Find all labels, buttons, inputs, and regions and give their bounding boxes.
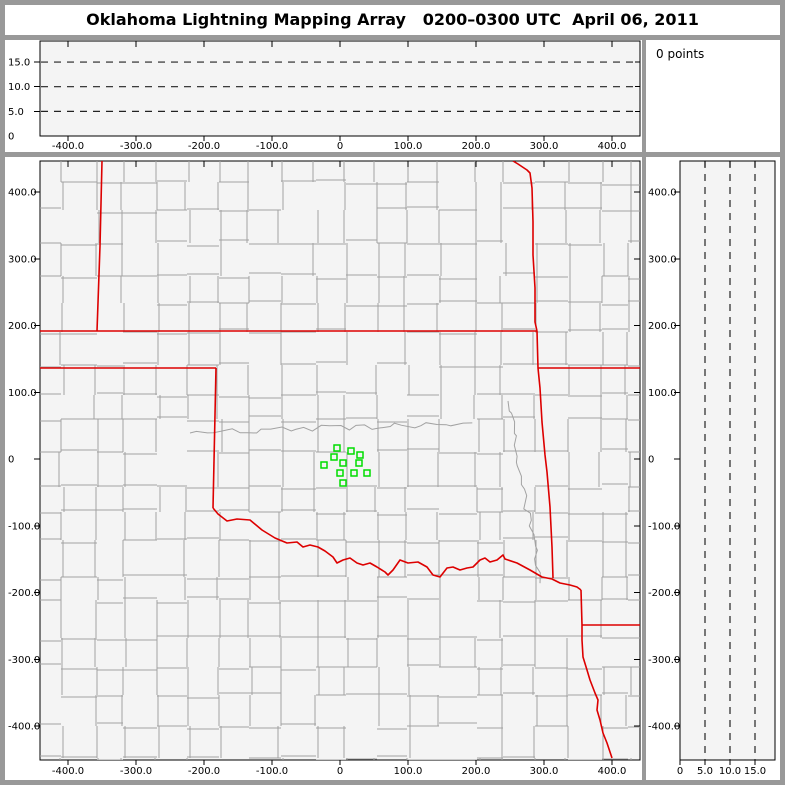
tick-label: -100.0 (256, 766, 288, 777)
points-count-panel: 0 points (646, 40, 780, 152)
tick-label: -400.0 (648, 722, 680, 733)
lma-station-marker (333, 444, 341, 452)
tick-label: -400.0 (52, 141, 84, 152)
tick-label: 100.0 (394, 766, 423, 777)
tick-label: 5.0 (8, 107, 24, 118)
tick-label: 0 (337, 766, 343, 777)
lma-station-marker (339, 479, 347, 487)
county-lines (40, 161, 640, 760)
tick-label: -100.0 (648, 521, 680, 532)
plan-view-map-panel: 400.0 300.0 200.0 100.0 0 -100.0 -200.0 -300.0 -… (5, 157, 642, 780)
axis-labels: 400.0 300.0 200.0 100.0 0 -100.0 -200.0 -300.0 -… (8, 188, 626, 778)
tick-label: -200.0 (648, 588, 680, 599)
tick-label: -300.0 (120, 141, 152, 152)
tick-label: -100.0 (256, 141, 288, 152)
tick-label: 400.0 (598, 141, 627, 152)
tick-label: 100.0 (394, 141, 423, 152)
tick-label: -200.0 (188, 766, 220, 777)
lma-station-marker (336, 469, 344, 477)
altitude-east-west-panel: 0 5.0 10.0 15.0 -400.0 -300.0 -200.0 -100.0 0 100… (5, 40, 642, 152)
tick-label: 300.0 (530, 141, 559, 152)
tick-label: -200.0 (188, 141, 220, 152)
tick-label: 100.0 (648, 388, 677, 399)
window-title: Oklahoma Lightning Mapping Array 0200–03… (86, 10, 699, 29)
tick-label: 200.0 (462, 141, 491, 152)
axis-ticks (34, 41, 640, 141)
tick-label: 0 (677, 766, 683, 777)
plan-view-map-plot[interactable]: 400.0 300.0 200.0 100.0 0 -100.0 -200.0 -300.0 -… (5, 157, 642, 780)
tick-label: 0 (8, 132, 14, 143)
points-count-label: 0 points (656, 47, 705, 61)
tick-label: -100.0 (8, 521, 40, 532)
lma-station-marker (350, 469, 358, 477)
lma-station-marker (355, 459, 363, 467)
tick-label: -400.0 (52, 766, 84, 777)
tick-label: -200.0 (8, 588, 40, 599)
lma-station-marker (320, 461, 328, 469)
axis-labels: 0 5.0 10.0 15.0 -400.0 -300.0 -200.0 -100.0 0 100… (8, 58, 626, 152)
tick-label: 15.0 (8, 58, 30, 69)
lma-station-marker (347, 447, 355, 455)
tick-label: -300.0 (120, 766, 152, 777)
tick-label: 10.0 (719, 766, 741, 777)
lma-station-marker (363, 469, 371, 477)
tick-label: 400.0 (598, 766, 627, 777)
tick-label: -400.0 (8, 722, 40, 733)
lma-station-markers (320, 444, 371, 487)
tick-label: -300.0 (8, 655, 40, 666)
tick-label: 400.0 (8, 188, 37, 199)
dashed-altitude-gridlines (41, 61, 639, 112)
lma-station-marker (356, 451, 364, 459)
tick-label: 300.0 (530, 766, 559, 777)
altitude-north-south-plot[interactable]: 400.0 300.0 200.0 100.0 0 -100.0 -200.0 -300.0 -… (646, 157, 780, 780)
tick-label: 10.0 (8, 82, 30, 93)
tick-label: 200.0 (462, 766, 491, 777)
tick-label: 300.0 (8, 254, 37, 265)
tick-label: 200.0 (648, 321, 677, 332)
tick-label: 0 (337, 141, 343, 152)
tick-label: 400.0 (648, 188, 677, 199)
tick-label: -300.0 (648, 655, 680, 666)
tick-label: 300.0 (648, 254, 677, 265)
axis-ticks (674, 161, 756, 765)
tick-label: 0 (648, 455, 654, 466)
tick-label: 0 (8, 455, 14, 466)
axis-labels: 400.0 300.0 200.0 100.0 0 -100.0 -200.0 -300.0 -… (648, 188, 766, 778)
lma-station-marker (339, 459, 347, 467)
tick-label: 5.0 (697, 766, 713, 777)
altitude-north-south-panel: 400.0 300.0 200.0 100.0 0 -100.0 -200.0 -300.0 -… (646, 157, 780, 780)
lma-station-marker (330, 453, 338, 461)
title-bar: Oklahoma Lightning Mapping Array 0200–03… (5, 5, 780, 35)
tick-label: 15.0 (744, 766, 766, 777)
tick-label: 200.0 (8, 321, 37, 332)
dashed-altitude-gridlines (704, 161, 756, 760)
altitude-east-west-plot[interactable]: 0 5.0 10.0 15.0 -400.0 -300.0 -200.0 -100.0 0 100… (5, 40, 642, 152)
axis-ticks (34, 161, 640, 765)
state-borders (40, 161, 640, 759)
tick-label: 100.0 (8, 388, 37, 399)
